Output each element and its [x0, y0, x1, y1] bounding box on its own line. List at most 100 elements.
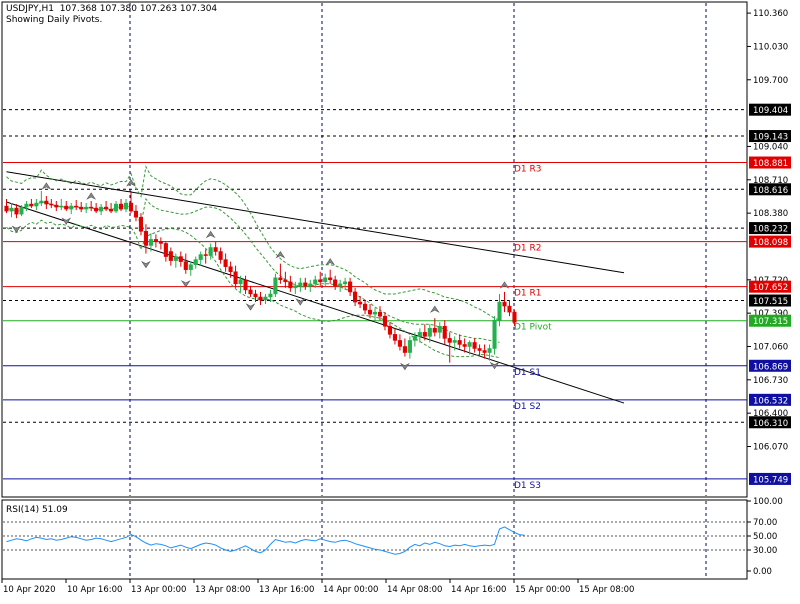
candle-body	[79, 206, 84, 210]
candle-body	[59, 205, 64, 208]
rsi-tick-label: 100.00	[753, 497, 783, 507]
price-tag-label: 109.143	[753, 133, 788, 143]
candle-body	[467, 342, 472, 347]
candle-body	[293, 285, 298, 289]
price-tag-label: 108.881	[753, 159, 788, 169]
candle-body	[367, 309, 373, 315]
candle-body	[318, 279, 323, 283]
candle-body	[457, 340, 462, 345]
x-tick-label: 10 Apr 16:00	[67, 585, 122, 595]
price-panel-frame	[1, 1, 748, 498]
candle-body	[268, 293, 273, 298]
candle-body	[512, 311, 517, 323]
rsi-tick-label: 0.00	[753, 567, 772, 577]
price-tag	[749, 222, 791, 235]
candle-body	[34, 202, 39, 207]
candle-body	[104, 206, 109, 210]
candle-body	[412, 336, 417, 341]
candle-body	[49, 203, 54, 206]
candle-body	[133, 210, 139, 218]
candle-body	[19, 206, 24, 215]
fractal-down-marker	[11, 225, 22, 233]
pivot-label: D1 S2	[514, 402, 541, 412]
price-tag-label: 107.315	[753, 317, 788, 327]
price-tag	[749, 416, 791, 429]
price-tag-label: 108.098	[753, 238, 788, 248]
fractal-up-marker	[325, 258, 336, 266]
pivot-label: D1 R2	[514, 244, 542, 254]
candle-body	[138, 216, 144, 232]
candle-body	[338, 283, 343, 287]
candle-body	[44, 200, 49, 205]
candle-body	[497, 301, 502, 321]
y-tick-label: 109.040	[753, 142, 788, 152]
candle-body	[288, 281, 293, 289]
candle-body	[477, 348, 482, 351]
candle-body	[472, 342, 477, 349]
candle-body	[452, 340, 457, 343]
candle-body	[173, 256, 178, 261]
candle-body	[118, 203, 124, 210]
x-tick-label: 14 Apr 00:00	[323, 585, 378, 595]
candle-body	[123, 202, 129, 210]
fractal-up-marker	[86, 192, 97, 200]
fractal-down-marker	[400, 362, 410, 371]
x-tick-label: 10 Apr 2020	[3, 585, 56, 595]
candle-body	[193, 259, 198, 265]
candle-body	[238, 279, 243, 285]
fractal-up-marker	[275, 251, 286, 259]
candle-body	[183, 261, 188, 270]
candle-body	[283, 279, 288, 283]
candle-body	[203, 254, 208, 256]
candle-body	[248, 289, 253, 295]
candle-body	[348, 281, 353, 293]
candle-body	[363, 303, 368, 311]
y-tick-label: 107.060	[753, 342, 788, 352]
candle-body	[392, 334, 397, 341]
fractal-up-marker	[41, 182, 52, 190]
price-tag-label: 109.404	[753, 106, 788, 116]
candle-body	[243, 279, 248, 291]
candle-body	[407, 340, 412, 353]
fractal-down-marker	[180, 280, 191, 288]
candle-body	[382, 315, 388, 327]
candle-body	[273, 277, 278, 295]
candle-body	[54, 204, 59, 208]
candle-body	[377, 311, 383, 317]
price-tag-label: 107.515	[753, 297, 788, 307]
candle-body	[487, 348, 492, 353]
price-tag-label: 107.652	[753, 283, 788, 293]
x-tick-label: 13 Apr 00:00	[131, 585, 186, 595]
y-tick-label: 110.030	[753, 42, 788, 52]
price-tag	[749, 280, 791, 293]
rsi-tick-label: 50.00	[753, 532, 777, 542]
rsi-label: RSI(14) 51.09	[6, 505, 68, 515]
candle-body	[427, 328, 432, 337]
fractal-up-marker	[429, 305, 440, 313]
pivot-label: D1 S3	[514, 481, 541, 491]
candle-body	[353, 291, 358, 303]
candle-body	[64, 205, 69, 210]
price-tag-label: 105.749	[753, 475, 788, 485]
rsi-tick-label: 30.00	[753, 546, 777, 556]
candle-body	[89, 206, 94, 209]
candle-body	[198, 254, 203, 260]
trend-line	[6, 171, 625, 274]
fractal-up-marker	[499, 281, 510, 289]
price-tag	[749, 393, 791, 406]
y-tick-label: 107.390	[753, 309, 788, 319]
candle-body	[422, 332, 427, 337]
candle-body	[323, 277, 328, 283]
candle-body	[24, 203, 29, 208]
candle-body	[143, 231, 148, 246]
candle-body	[114, 203, 119, 212]
y-tick-label: 106.730	[753, 376, 788, 386]
price-tag	[749, 156, 791, 169]
candle-body	[313, 279, 318, 285]
candle-body	[482, 350, 487, 353]
symbol-info: USDJPY,H1 107.368 107.380 107.263 107.30…	[6, 4, 218, 14]
candle-body	[29, 203, 34, 207]
x-tick-label: 14 Apr 08:00	[387, 585, 442, 595]
x-tick-label: 15 Apr 00:00	[515, 585, 570, 595]
